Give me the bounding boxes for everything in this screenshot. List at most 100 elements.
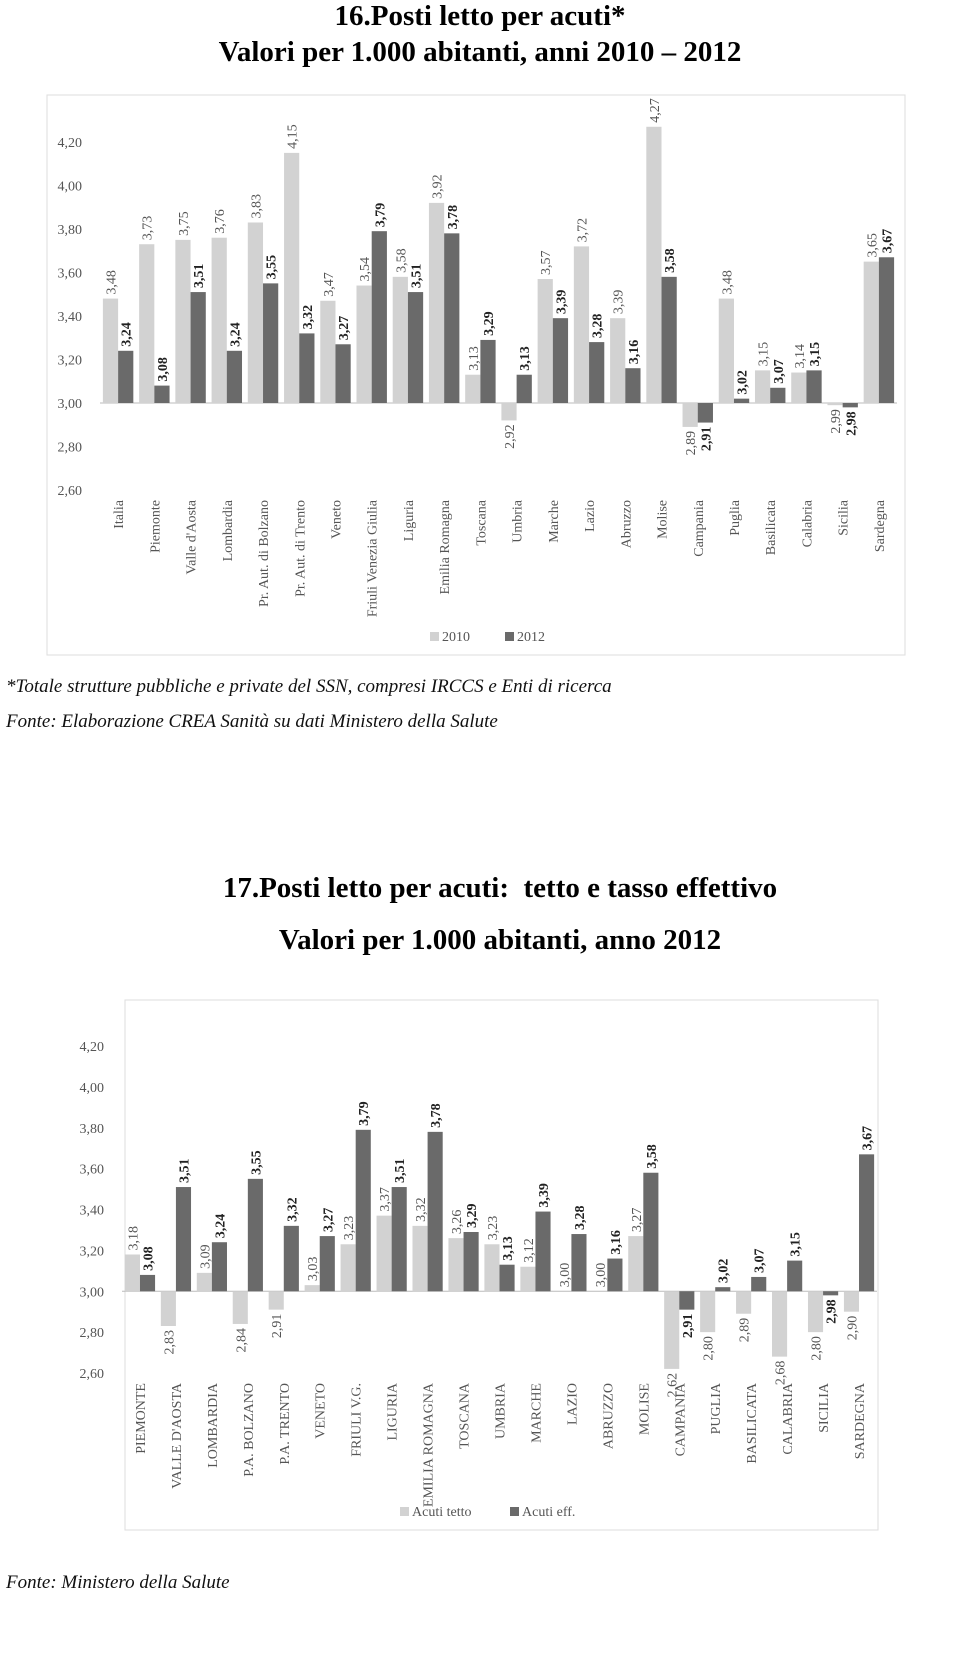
value-label: 3,78 xyxy=(429,1103,444,1128)
x-tick-label: Veneto xyxy=(329,500,344,539)
source: Fonte: Ministero della Salute xyxy=(6,1572,230,1593)
bar xyxy=(247,1178,263,1292)
value-label: 3,00 xyxy=(558,1263,573,1288)
value-label: 3,47 xyxy=(322,272,337,297)
y-tick-label: 4,20 xyxy=(58,136,83,151)
value-label: 3,48 xyxy=(720,270,735,295)
value-label: 3,78 xyxy=(446,205,461,230)
value-label: 2,91 xyxy=(699,427,714,452)
value-label: 3,14 xyxy=(793,344,808,369)
bar xyxy=(175,239,191,403)
value-label: 3,15 xyxy=(757,342,772,367)
bar xyxy=(772,1291,788,1357)
bar xyxy=(139,244,155,403)
x-tick-label: P.A. TRENTO xyxy=(278,1383,293,1465)
y-tick-label: 2,80 xyxy=(80,1326,105,1341)
value-label: 3,12 xyxy=(522,1238,537,1263)
bar xyxy=(571,1234,587,1292)
value-label: 3,79 xyxy=(357,1101,372,1126)
bar xyxy=(407,292,424,403)
value-label: 3,08 xyxy=(142,1246,157,1271)
bar xyxy=(175,1187,192,1292)
value-label: 3,13 xyxy=(501,1236,516,1261)
bar xyxy=(552,318,569,403)
bar xyxy=(190,292,206,403)
x-tick-label: Molise xyxy=(656,500,671,539)
x-tick-label: VALLE D'AOSTA xyxy=(170,1382,185,1489)
bar xyxy=(392,276,408,403)
bar xyxy=(625,368,641,403)
bar xyxy=(211,1242,227,1292)
value-label: 3,92 xyxy=(431,174,446,199)
value-label: 3,39 xyxy=(537,1183,552,1208)
bar xyxy=(679,1291,695,1310)
value-label: 3,27 xyxy=(630,1208,645,1233)
y-tick-label: 4,00 xyxy=(80,1081,105,1096)
legend-label: Acuti tetto xyxy=(412,1505,472,1520)
bar xyxy=(520,1266,536,1292)
bar xyxy=(715,1287,731,1292)
bar xyxy=(682,403,698,427)
value-label: 3,39 xyxy=(612,290,627,315)
value-label: 3,51 xyxy=(192,264,207,289)
value-label: 3,83 xyxy=(249,194,264,219)
x-tick-label: PIEMONTE xyxy=(134,1383,149,1454)
value-label: 3,67 xyxy=(880,229,895,254)
title-1: 16.Posti letto per acuti* xyxy=(334,0,626,32)
value-label: 3,27 xyxy=(337,316,352,341)
x-tick-label: Sardegna xyxy=(873,499,888,552)
bar xyxy=(843,1291,860,1312)
x-tick-label: Liguria xyxy=(402,499,417,541)
value-label: 2,84 xyxy=(234,1328,249,1353)
x-tick-label: Lazio xyxy=(583,500,598,532)
bar xyxy=(376,1215,392,1292)
value-label: 3,51 xyxy=(177,1159,192,1184)
y-tick-label: 3,20 xyxy=(58,354,83,369)
bar xyxy=(842,403,858,408)
y-tick-label: 2,60 xyxy=(80,1367,105,1382)
value-label: 3,08 xyxy=(156,357,171,382)
bar xyxy=(607,1258,623,1292)
value-label: 3,58 xyxy=(394,248,409,273)
bar xyxy=(371,231,387,403)
value-label: 3,24 xyxy=(120,322,135,347)
bar xyxy=(444,233,460,403)
x-tick-label: CALABRIA xyxy=(781,1382,796,1454)
x-tick-label: Lombardia xyxy=(221,499,236,561)
value-label: 3,55 xyxy=(265,255,280,280)
bar xyxy=(751,1276,767,1292)
value-label: 3,15 xyxy=(808,342,823,367)
bar xyxy=(118,350,134,403)
bar xyxy=(823,1291,839,1296)
legend-swatch xyxy=(400,1507,409,1516)
bar xyxy=(791,372,807,403)
x-tick-label: Emilia Romagna xyxy=(438,499,453,594)
bar xyxy=(304,1285,320,1292)
x-tick-label: P.A. BOLZANO xyxy=(242,1383,257,1477)
value-label: 3,18 xyxy=(126,1226,141,1251)
bar xyxy=(356,285,372,403)
value-label: 2,80 xyxy=(702,1336,717,1361)
x-tick-label: Piemonte xyxy=(148,500,163,553)
value-label: 3,29 xyxy=(465,1203,480,1228)
value-label: 3,51 xyxy=(410,264,425,289)
value-label: 2,91 xyxy=(681,1314,696,1339)
x-tick-label: Abruzzo xyxy=(619,500,634,548)
bar xyxy=(124,1254,140,1292)
bar xyxy=(391,1187,407,1292)
value-label: 3,57 xyxy=(539,251,554,276)
value-label: 3,00 xyxy=(594,1263,609,1288)
value-label: 2,92 xyxy=(503,424,518,449)
y-tick-label: 3,80 xyxy=(58,223,83,238)
x-tick-label: MOLISE xyxy=(637,1383,652,1435)
source: Fonte: Elaborazione CREA Sanità su dati … xyxy=(6,711,498,732)
y-tick-label: 3,60 xyxy=(58,267,83,282)
value-label: 2,89 xyxy=(738,1318,753,1343)
value-label: 3,24 xyxy=(228,322,243,347)
value-label: 3,07 xyxy=(753,1248,768,1273)
x-tick-label: BASILICATA xyxy=(745,1382,760,1463)
value-label: 2,80 xyxy=(810,1336,825,1361)
value-label: 3,03 xyxy=(306,1257,321,1282)
value-label: 3,28 xyxy=(591,314,606,339)
